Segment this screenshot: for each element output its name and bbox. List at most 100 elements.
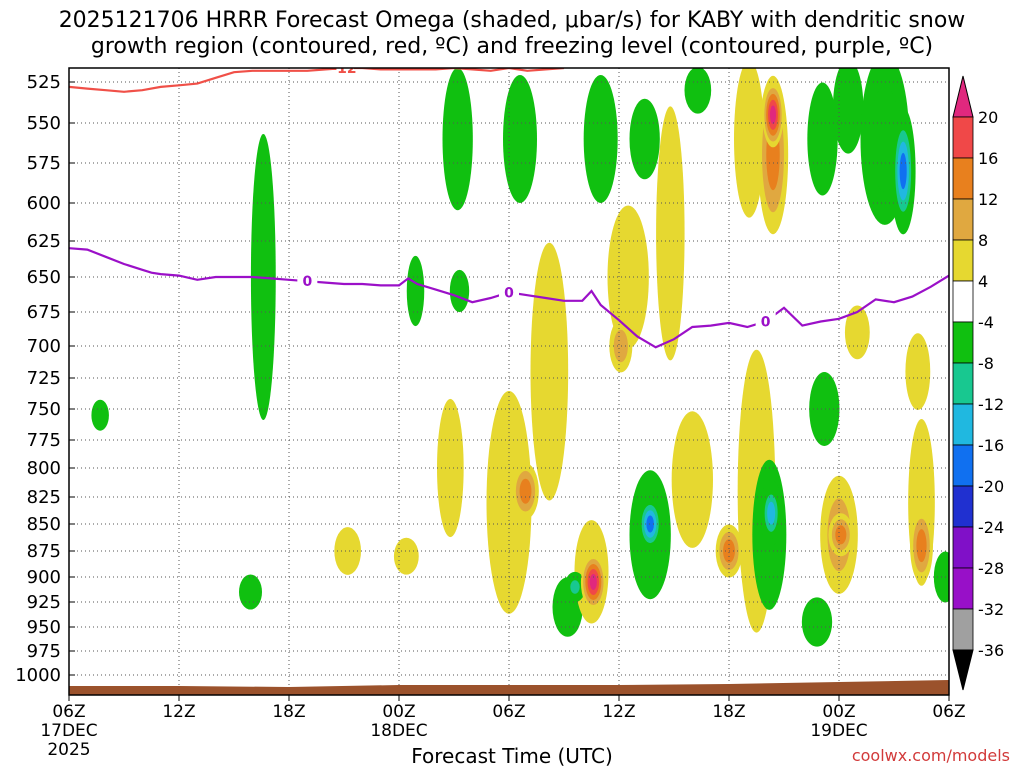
colorbar-bottom-arrow (952, 649, 974, 691)
colorbar-label-8: -16 (978, 436, 1004, 455)
y-tick-label-825: 825 (27, 487, 61, 508)
omega-cell-31-band-1 (635, 114, 655, 164)
x-date-label-42: 19DEC (810, 721, 867, 741)
omega-cell-2-band-0 (437, 398, 464, 538)
y-tick-label-700: 700 (27, 336, 61, 357)
omega-cell-0-band-0 (334, 527, 361, 575)
colorbar-bin-0 (952, 116, 974, 159)
omega-cell-7-band-0 (734, 68, 765, 218)
colorbar-bin-4 (952, 280, 974, 323)
y-tick-label-775: 775 (27, 430, 61, 451)
colorbar-label-2: 12 (978, 190, 998, 209)
omega-cell-30-band-1 (257, 313, 269, 379)
colorbar-label-5: -4 (978, 313, 994, 332)
x-axis-title: Forecast Time (UTC) (411, 744, 613, 768)
colorbar-bin-2 (952, 198, 974, 241)
omega-cell-46-band-4 (899, 152, 907, 190)
x-tick-label-6: 12Z (162, 702, 195, 722)
x-tick-label-0: 06Z (52, 702, 85, 722)
y-tick-label-800: 800 (27, 458, 61, 479)
omega-cell-5-band-0 (530, 242, 569, 501)
dgz-contour-line-label-0: -12 (331, 61, 356, 77)
omega-cell-16-band-0 (442, 68, 473, 211)
y-tick-label-550: 550 (27, 113, 61, 134)
x-tick-label-48: 06Z (932, 702, 965, 722)
colorbar-label-13: -36 (978, 641, 1004, 660)
omega-cell-14-band-0 (239, 574, 262, 610)
omega-cell-41-band-2 (835, 525, 847, 545)
x-date-label-18: 18DEC (370, 721, 427, 741)
omega-cell-26-band-0 (656, 106, 685, 361)
colorbar-bin-7 (952, 403, 974, 446)
y-tick-label-875: 875 (27, 541, 61, 562)
y-tick-label-950: 950 (27, 617, 61, 638)
colorbar-bin-12 (952, 608, 974, 651)
omega-cell-12-band-0 (91, 399, 109, 431)
colorbar-bin-8 (952, 444, 974, 487)
y-tick-label-600: 600 (27, 193, 61, 214)
colorbar-bin-3 (952, 239, 974, 282)
colorbar-label-0: 20 (978, 108, 998, 127)
x-year-label: 2025 (47, 740, 90, 760)
omega-cell-22-band-0 (809, 372, 840, 446)
omega-cell-3-band-0 (449, 269, 470, 313)
omega-cell-44-band-4 (646, 515, 654, 533)
source-credit: coolwx.com/models (851, 746, 1010, 765)
freezing-level-line-label-0: 0 (302, 274, 312, 290)
y-tick-label-1000: 1000 (15, 665, 61, 686)
omega-cell-11-band-0 (844, 305, 870, 360)
colorbar-bin-5 (952, 321, 974, 364)
omega-cell-27-band-1 (590, 99, 612, 179)
omega-cell-45-band-4 (769, 105, 777, 125)
y-tick-label-625: 625 (27, 231, 61, 252)
colorbar-label-10: -24 (978, 518, 1004, 537)
freezing-level-line-label-bg-2 (755, 312, 776, 329)
y-tick-label-900: 900 (27, 567, 61, 588)
omega-cell-15-band-0 (406, 255, 425, 327)
contours: -12 0 0 0 (69, 61, 949, 695)
chart-title-line-1: 2025121706 HRRR Forecast Omega (shaded, … (58, 8, 966, 33)
colorbar-bin-11 (952, 567, 974, 610)
omega-cell-4-band-0 (486, 391, 532, 614)
chart-title: 2025121706 HRRR Forecast Omega (shaded, … (0, 8, 1024, 60)
colorbar-bin-10 (952, 526, 974, 569)
x-tick-label-42: 00Z (822, 702, 855, 722)
omega-cell-35-band-1 (613, 329, 628, 363)
omega-cell-39-band-2 (916, 529, 927, 563)
x-tick-label-24: 06Z (492, 702, 525, 722)
colorbar-bin-6 (952, 362, 974, 405)
y-tick-label-575: 575 (27, 153, 61, 174)
colorbar-label-6: -8 (978, 354, 994, 373)
colorbar-label-11: -28 (978, 559, 1004, 578)
omega-cell-43-band-4 (589, 574, 597, 590)
colorbar: 20 16 12 8 4 -4 -8 -12 -16 -20 -24 -28 -32 -36 (952, 75, 1004, 691)
colorbar-label-9: -20 (978, 477, 1004, 496)
dgz-contour-line-label-bg-0 (334, 68, 354, 75)
omega-cell-21-band-0 (684, 68, 712, 114)
terrain-surface (69, 680, 949, 695)
colorbar-label-7: -12 (978, 395, 1004, 414)
omega-shading (91, 68, 949, 647)
colorbar-bin-1 (952, 157, 974, 200)
colorbar-label-12: -32 (978, 600, 1004, 619)
colorbar-top-arrow (952, 75, 974, 118)
y-tick-label-925: 925 (27, 592, 61, 613)
y-axis: 525 550 575 600 625 650 675 700 725 750 775 800 825 8… (15, 72, 75, 686)
omega-cell-10-band-0 (905, 333, 931, 410)
freezing-level-line-label-1: 0 (504, 285, 514, 301)
y-tick-label-675: 675 (27, 302, 61, 323)
x-tick-label-30: 12Z (602, 702, 635, 722)
colorbar-label-4: 4 (978, 272, 988, 291)
freezing-level-line-label-bg-0 (297, 272, 318, 289)
x-date-label-0: 17DEC (40, 721, 97, 741)
omega-cell-17-band-0 (503, 75, 537, 203)
gridlines (69, 68, 949, 695)
y-tick-label-725: 725 (27, 368, 61, 389)
omega-cell-6-band-0 (671, 411, 713, 548)
y-tick-label-650: 650 (27, 267, 61, 288)
dgz-contour-line (69, 68, 565, 93)
y-tick-label-750: 750 (27, 399, 61, 420)
x-tick-label-18: 00Z (382, 702, 415, 722)
